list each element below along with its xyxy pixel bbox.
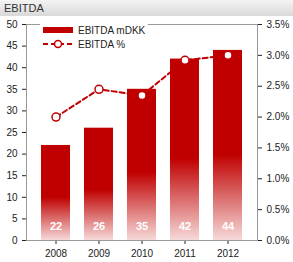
svg-text:1.5%: 1.5% [267,142,290,153]
svg-text:0.0%: 0.0% [267,235,290,246]
svg-text:3.0%: 3.0% [267,50,290,61]
svg-text:35: 35 [6,84,18,95]
svg-text:2009: 2009 [88,248,111,259]
svg-text:3.5%: 3.5% [267,19,290,30]
html-text:EBITDA mDKK: EBITDA mDKK [78,24,146,36]
svg-text:0.5%: 0.5% [267,204,290,215]
html-text:EBITDA %: EBITDA % [78,38,126,50]
svg-text:42: 42 [179,220,191,232]
svg-text:44: 44 [222,220,235,232]
svg-text:0: 0 [12,235,18,246]
svg-text:15: 15 [6,170,18,181]
svg-text:1.0%: 1.0% [267,173,290,184]
svg-text:45: 45 [6,40,18,51]
svg-text:2008: 2008 [45,248,68,259]
svg-text:2.5%: 2.5% [267,80,290,91]
svg-text:40: 40 [6,62,18,73]
svg-text:2012: 2012 [217,248,240,259]
html-text:EBITDA: EBITDA [4,2,44,14]
svg-text:25: 25 [6,127,18,138]
svg-text:22: 22 [50,220,62,232]
svg-text:2010: 2010 [131,248,154,259]
svg-text:2.0%: 2.0% [267,111,290,122]
svg-text:30: 30 [6,105,18,116]
svg-text:26: 26 [93,220,105,232]
svg-text:5: 5 [12,213,18,224]
svg-text:10: 10 [6,192,18,203]
svg-text:50: 50 [6,19,18,30]
svg-text:35: 35 [136,220,148,232]
svg-text:20: 20 [6,148,18,159]
svg-text:2011: 2011 [174,248,196,259]
